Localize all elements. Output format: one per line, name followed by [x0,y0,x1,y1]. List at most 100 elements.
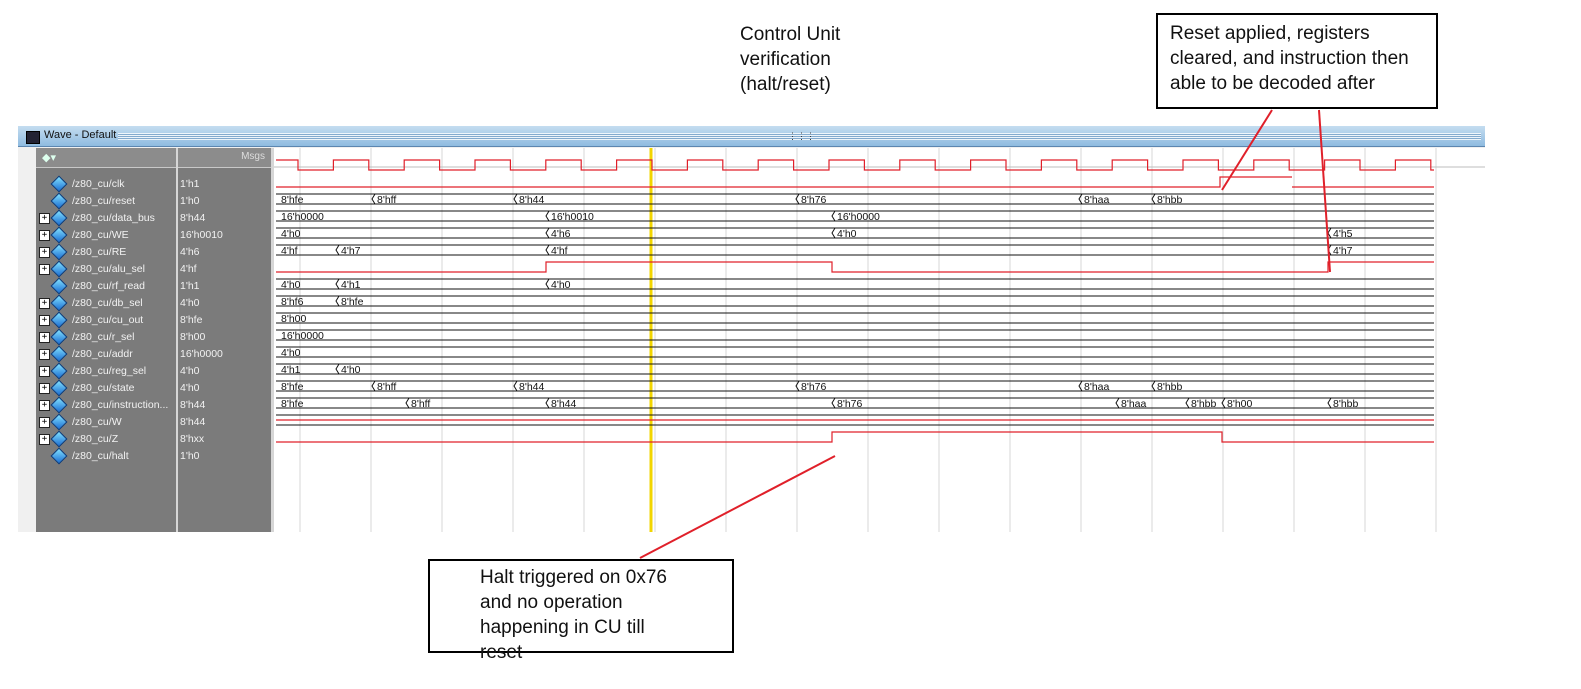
values-pane-header: Msgs [178,148,271,168]
bus-transition [1078,193,1083,205]
signal-diamond-icon [50,277,68,295]
bus-value-label: 16'h0000 [281,211,324,223]
signal-name: /z80_cu/RE [72,246,127,258]
bit-waveform [276,176,1434,188]
expand-plus-icon[interactable]: + [39,417,50,428]
signal-row[interactable]: + /z80_cu/WE [36,226,176,244]
signal-row[interactable]: + /z80_cu/W [36,413,176,431]
signal-value: 8'hfe [180,314,203,326]
bus-value-label: 4'h7 [1333,245,1353,257]
bus-transition [1078,380,1083,392]
signal-name: /z80_cu/cu_out [72,314,144,326]
signal-name: /z80_cu/W [72,416,122,428]
bus-transition [1221,397,1226,409]
signal-row[interactable]: + /z80_cu/data_bus [36,209,176,227]
expand-plus-icon[interactable]: + [39,349,50,360]
bus-transition [545,210,550,222]
titlebar-drag-grip[interactable] [118,133,1481,140]
signal-value: 16'h0010 [180,229,223,241]
signal-value: 8'h00 [180,331,206,343]
signal-value: 1'h0 [180,450,200,462]
signal-row[interactable]: /z80_cu/rf_read [36,277,176,295]
signal-name: /z80_cu/Z [72,433,119,445]
bit-waveform [276,261,1434,273]
bus-transition [335,363,340,375]
waveform-area[interactable]: 8'hfe 8'hff 8'h44 8'h76 8'haa 8'hbb 16'h0000 16… [274,148,1485,532]
signal-row[interactable]: /z80_cu/halt [36,447,176,465]
expand-plus-icon[interactable]: + [39,315,50,326]
signal-row[interactable]: + /z80_cu/reg_sel [36,362,176,380]
expand-plus-icon[interactable]: + [39,366,50,377]
signal-name: /z80_cu/state [72,382,135,394]
bus-value-label: 8'haa [1121,398,1147,410]
signal-diamond-icon [50,311,68,329]
bus-value-label: 16'h0010 [551,211,594,223]
bus-transition [545,397,550,409]
bus-transition [795,193,800,205]
bus-transition [545,244,550,256]
signal-value: 8'h44 [180,399,206,411]
bus-transition [831,210,836,222]
signal-values-pane: Msgs 1'h1 1'h0 8'h44 16'h0010 4'h6 4'hf 1'h1 4'… [178,148,274,532]
halt-annotation-box: Halt triggered on 0x76 and no operation … [428,559,734,663]
wave-toolbar-icon[interactable]: ◆▾ [42,151,56,164]
window-titlebar[interactable]: Wave - Default ⋮⋮⋮ [18,126,1485,147]
bus-value-label: 8'h76 [837,398,863,410]
expand-plus-icon[interactable]: + [39,400,50,411]
expand-plus-icon[interactable]: + [39,247,50,258]
bus-value-label: 8'h00 [281,313,307,325]
signal-value: 4'h0 [180,297,200,309]
window-title: Wave - Default [44,129,117,141]
signal-name: /z80_cu/reset [72,195,136,207]
bus-value-label: 8'hfe [281,194,304,206]
expand-plus-icon[interactable]: + [39,264,50,275]
signal-diamond-icon [50,243,68,261]
signal-value: 8'h44 [180,212,206,224]
bus-transition [795,380,800,392]
signal-diamond-icon [50,328,68,346]
signal-row[interactable]: + /z80_cu/state [36,379,176,397]
signal-row[interactable]: + /z80_cu/cu_out [36,311,176,329]
signal-row[interactable]: /z80_cu/clk [36,175,176,193]
signal-value: 1'h1 [180,178,200,190]
expand-plus-icon[interactable]: + [39,383,50,394]
expand-plus-icon[interactable]: + [39,230,50,241]
expand-plus-icon[interactable]: + [39,434,50,445]
signal-value: 1'h1 [180,280,200,292]
bus-value-label: 4'h0 [281,279,301,291]
names-pane-header: ◆▾ [36,148,176,168]
signal-value: 8'h44 [180,416,206,428]
bus-value-label: 8'h76 [801,194,827,206]
bus-value-label: 8'h44 [519,381,545,393]
signal-row[interactable]: + /z80_cu/Z [36,430,176,448]
bus-transition [545,227,550,239]
bus-value-label: 8'hff [377,194,396,206]
bus-value-label: 8'h44 [551,398,577,410]
bus-transition [1115,397,1120,409]
signal-row[interactable]: + /z80_cu/RE [36,243,176,261]
signal-value: 4'h6 [180,246,200,258]
clk-waveform [276,159,1434,171]
signal-name: /z80_cu/alu_sel [72,263,145,275]
expand-plus-icon[interactable]: + [39,332,50,343]
signal-row[interactable]: /z80_cu/reset [36,192,176,210]
bus-value-label: 4'h0 [281,228,301,240]
titlebar-grip-marker: ⋮⋮⋮ [788,131,815,141]
signal-row[interactable]: + /z80_cu/db_sel [36,294,176,312]
signal-row[interactable]: + /z80_cu/instruction... [36,396,176,414]
bus-value-label: 4'h5 [1333,228,1353,240]
bus-transition [513,380,518,392]
signal-row[interactable]: + /z80_cu/alu_sel [36,260,176,278]
expand-plus-icon[interactable]: + [39,213,50,224]
signal-row[interactable]: + /z80_cu/addr [36,345,176,363]
signal-row[interactable]: + /z80_cu/r_sel [36,328,176,346]
bus-value-label: 8'hbb [1333,398,1359,410]
waveform-canvas[interactable]: 8'hfe 8'hff 8'h44 8'h76 8'haa 8'hbb 16'h0000 16… [274,148,1485,532]
bus-value-label: 8'haa [1084,194,1110,206]
signal-diamond-icon [50,413,68,431]
bus-value-label: 16'h0000 [281,330,324,342]
wave-window-icon [26,131,40,144]
bus-transition [335,278,340,290]
bus-transition [371,380,376,392]
expand-plus-icon[interactable]: + [39,298,50,309]
